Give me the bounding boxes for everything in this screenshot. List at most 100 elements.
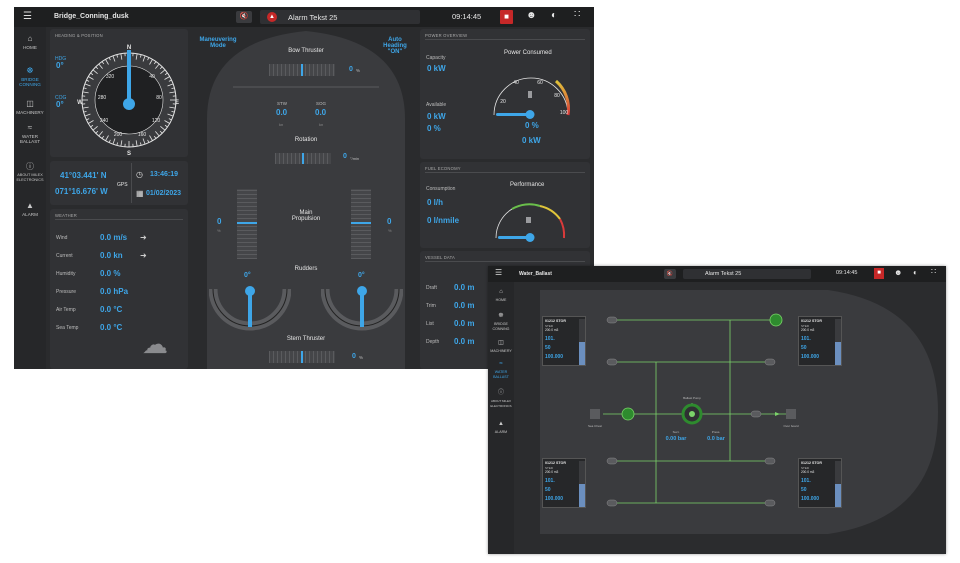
main-propulsion-right-bar[interactable] <box>351 189 371 259</box>
ballast-tank[interactable]: 01212 STOR STED 200.0 m3 101. 50 100.000 <box>542 458 586 508</box>
user-icon[interactable]: ☻ <box>526 10 537 21</box>
weather-cloud-icon: ☁ <box>142 329 168 359</box>
cog-value: 0° <box>56 100 64 109</box>
capacity-label: Capacity <box>426 55 446 61</box>
tank-name: 01212 STOR <box>801 319 822 323</box>
nav-machinery[interactable]: ◫ MACHINERY <box>14 100 46 116</box>
pct-unit: % <box>388 228 392 233</box>
alarm-banner[interactable]: ▲ Alarm Tekst 25 <box>260 10 420 24</box>
water-icon: ≈ <box>27 123 33 132</box>
nav-alarm[interactable]: ▲ ALARM <box>14 202 46 218</box>
nav-alarm[interactable]: ▲ ALARM <box>488 420 514 435</box>
rotation-bar[interactable] <box>275 153 331 164</box>
compass-n: N <box>127 45 131 51</box>
weather-label: Current <box>56 253 73 259</box>
tank-level-bar <box>835 461 841 507</box>
compass: N E S W 320 40 280 80 240 120 200 160 <box>77 45 179 156</box>
nav-machinery[interactable]: ◫ MACHINERY <box>488 339 514 354</box>
apps-grid-icon[interactable]: ∷ <box>931 267 937 276</box>
nav-bridge-conning[interactable]: ☸ BRIDGE CONNING <box>488 312 514 332</box>
alarm-bell-icon[interactable]: ■ <box>500 10 513 24</box>
rudder-right-value: 0° <box>358 272 365 279</box>
mute-icon[interactable]: 🔇 <box>236 11 252 23</box>
vessel-value: 0.0 m <box>454 283 475 292</box>
alarm-banner[interactable]: Alarm Tekst 25 <box>683 269 811 279</box>
nav-home[interactable]: ⌂ HOME <box>488 288 514 303</box>
consumed-pct: 0 % <box>525 121 539 130</box>
menu-icon[interactable]: ☰ <box>495 268 503 277</box>
maneuvering-mode[interactable]: Maneuvering Mode <box>199 37 237 49</box>
main-propulsion-left-bar[interactable] <box>237 189 257 259</box>
compass-tick-label: 160 <box>138 132 147 138</box>
consumption-label: Consumption <box>426 186 456 192</box>
pressure-value: 0.0 bar <box>707 436 726 442</box>
tank-value-2: 50 <box>801 345 807 351</box>
valve-closed[interactable] <box>750 410 762 418</box>
valve-closed[interactable] <box>764 358 776 366</box>
compass-tick-label: 200 <box>114 132 123 138</box>
tank-level-bar <box>835 319 841 365</box>
main-propulsion-right-value: 0 <box>387 217 392 226</box>
alarm-text: Alarm Tekst 25 <box>288 13 338 22</box>
tank-value-1: 101. <box>545 336 555 342</box>
bow-thruster-bar[interactable] <box>269 64 335 76</box>
ballast-tank[interactable]: 01212 STOR STED 200.0 m3 101. 50 100.000 <box>798 458 842 508</box>
performance-gauge <box>495 203 566 242</box>
valve-closed[interactable] <box>606 499 618 507</box>
auto-heading[interactable]: Auto Heading "ON" <box>383 37 407 55</box>
nav-label: HOME <box>495 298 507 302</box>
user-icon[interactable]: ☻ <box>894 268 903 277</box>
tank-capacity: 200.0 m3 <box>801 328 815 332</box>
valve-closed[interactable] <box>764 457 776 465</box>
position-date: 01/02/2023 <box>146 190 182 197</box>
compass-w: W <box>77 100 83 106</box>
tank-sub: STED <box>801 466 810 470</box>
valve-closed[interactable] <box>606 358 618 366</box>
ballast-tank[interactable]: 01212 STOR STED 200.0 m3 101. 50 100.000 <box>798 316 842 366</box>
power-gauge: 20 40 60 80 100 <box>493 77 570 119</box>
nav-water-ballast[interactable]: ≈ WATER BALLAST <box>14 123 46 145</box>
tank-name: 01212 STOR <box>801 461 822 465</box>
window-title: Water_Ballast <box>519 271 552 277</box>
alarm-bell-icon[interactable]: ■ <box>874 268 884 279</box>
engine-icon: ◫ <box>498 340 504 346</box>
available-label: Available <box>426 102 447 108</box>
main-propulsion-left-value: 0 <box>217 217 222 226</box>
nav-bridge-conning[interactable]: ☸ BRIDGE CONNING <box>14 67 46 88</box>
position-clock: 13:46:19 <box>150 171 179 178</box>
nav-about[interactable]: ⓘ ABOUT MILEX ELECTRONICS <box>14 163 46 183</box>
fuel-lh: 0 l/h <box>427 198 444 207</box>
nav-label: ABOUT MILEX ELECTRONICS <box>16 173 44 182</box>
rudder-right-gauge[interactable] <box>321 279 403 331</box>
vessel-label: Draft <box>426 285 437 291</box>
valve-closed[interactable] <box>606 457 618 465</box>
nav-about[interactable]: ⓘ ABOUT MILEX ELECTRONICS <box>488 389 514 409</box>
brightness-icon[interactable]: ◐ <box>551 10 558 21</box>
valve-open[interactable] <box>621 407 635 421</box>
cog-label: COG <box>55 95 67 101</box>
bow-thruster-label: Bow Thruster <box>288 48 324 54</box>
valve-closed[interactable] <box>764 499 776 507</box>
vessel-label: List <box>426 321 434 327</box>
alarm-text: Alarm Tekst 25 <box>705 271 742 277</box>
available-pct: 0 % <box>427 124 441 133</box>
tank-sub: STED <box>801 324 810 328</box>
clock: 09:14:45 <box>452 12 482 21</box>
weather-value: 0.0 hPa <box>100 287 129 296</box>
ballast-tank[interactable]: 01212 STOR STED 200.0 m3 101. 50 100.000 <box>542 316 586 366</box>
panel-title: FUEL ECONOMY <box>425 166 461 171</box>
brightness-icon[interactable]: ◐ <box>913 268 918 277</box>
nav-water-ballast[interactable]: ≈ WATER BALLAST <box>488 360 514 380</box>
apps-grid-icon[interactable]: ∷ <box>574 9 581 20</box>
alarm-speaker-icon: ▲ <box>267 12 277 22</box>
bell-icon: ▲ <box>498 421 504 427</box>
valve-closed[interactable] <box>606 316 618 324</box>
menu-icon[interactable]: ☰ <box>23 11 32 22</box>
nav-label: MACHINERY <box>490 349 512 353</box>
stern-thruster-bar[interactable] <box>269 351 335 363</box>
nav-home[interactable]: ⌂ HOME <box>14 35 46 51</box>
valve-open[interactable] <box>769 313 783 327</box>
rudder-left-gauge[interactable] <box>209 279 291 331</box>
mute-icon[interactable]: 🔇 <box>664 269 676 279</box>
ship-hull <box>207 31 405 369</box>
